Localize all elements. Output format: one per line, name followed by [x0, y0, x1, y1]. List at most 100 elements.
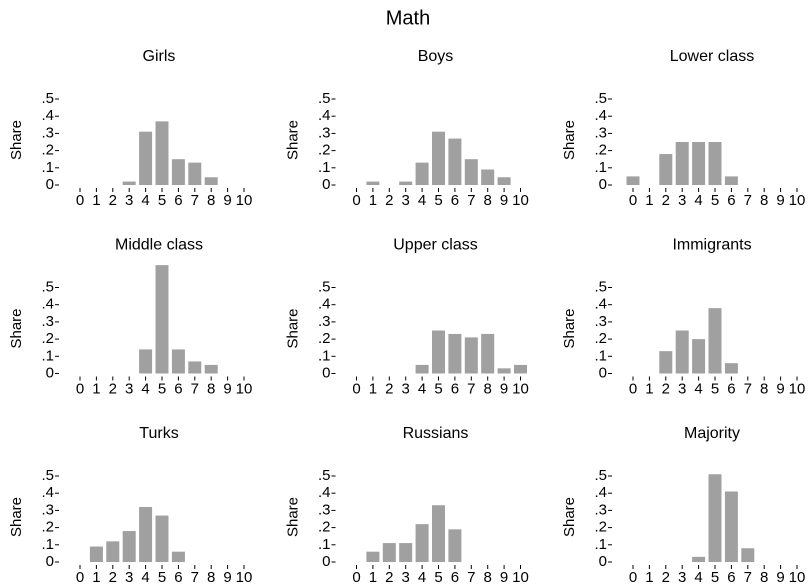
bar — [366, 181, 380, 185]
y-tick-label: .5 — [318, 467, 331, 484]
y-axis-label: Share — [284, 308, 301, 348]
x-tick-label: 5 — [711, 192, 719, 209]
x-tick-label: 1 — [92, 569, 100, 585]
bar — [692, 339, 706, 374]
bar — [155, 515, 169, 562]
y-tick-label: 0 — [599, 176, 607, 193]
x-tick-label: 1 — [645, 192, 653, 209]
x-tick-label: 0 — [629, 192, 637, 209]
x-tick-label: 6 — [451, 380, 459, 397]
x-tick-label: 8 — [760, 380, 768, 397]
bar — [481, 169, 495, 185]
bar — [432, 505, 445, 562]
x-tick-label: 7 — [744, 192, 752, 209]
x-tick-label: 0 — [76, 192, 84, 209]
main-title: Math — [386, 7, 430, 29]
x-tick-label: 0 — [629, 569, 637, 585]
x-tick-label: 1 — [369, 380, 377, 397]
x-tick-label: 4 — [141, 192, 149, 209]
y-tick-label: .4 — [594, 107, 607, 124]
x-tick-label: 7 — [467, 192, 475, 209]
y-tick-label: .3 — [41, 501, 54, 518]
x-tick-label: 2 — [109, 569, 117, 585]
x-tick-label: 6 — [727, 569, 735, 585]
bar — [155, 121, 169, 185]
bar — [139, 349, 153, 374]
x-tick-label: 6 — [727, 380, 735, 397]
x-tick-label: 8 — [207, 380, 215, 397]
x-tick-label: 4 — [141, 380, 149, 397]
x-tick-label: 1 — [645, 380, 653, 397]
y-tick-label: .4 — [318, 296, 331, 313]
bar — [432, 131, 445, 185]
y-tick-label: 0 — [46, 553, 54, 570]
x-tick-label: 8 — [207, 569, 215, 585]
bar — [155, 265, 169, 374]
x-tick-label: 9 — [776, 569, 784, 585]
y-tick-label: .5 — [41, 278, 54, 295]
bar — [139, 506, 153, 562]
x-tick-label: 10 — [236, 569, 253, 585]
bar — [171, 349, 185, 374]
y-tick-label: .2 — [594, 330, 607, 347]
y-tick-label: 0 — [322, 364, 330, 381]
bar — [708, 142, 722, 185]
x-tick-label: 9 — [223, 569, 231, 585]
x-tick-label: 9 — [223, 380, 231, 397]
x-tick-label: 10 — [789, 569, 806, 585]
y-tick-label: .3 — [594, 501, 607, 518]
x-tick-label: 2 — [385, 380, 393, 397]
bar — [497, 177, 511, 185]
x-tick-label: 8 — [484, 192, 492, 209]
x-tick-label: 2 — [662, 380, 670, 397]
x-tick-label: 2 — [109, 380, 117, 397]
bar — [448, 138, 462, 185]
y-tick-label: .4 — [318, 107, 331, 124]
x-tick-label: 9 — [776, 192, 784, 209]
x-tick-label: 0 — [352, 192, 360, 209]
panel-title: Immigrants — [672, 237, 751, 254]
x-tick-label: 3 — [125, 569, 133, 585]
y-axis-label: Share — [284, 497, 301, 537]
x-tick-label: 10 — [512, 192, 529, 209]
y-tick-label: .3 — [318, 313, 331, 330]
bar — [89, 546, 103, 562]
x-tick-label: 2 — [385, 569, 393, 585]
y-tick-label: .1 — [318, 536, 331, 553]
y-tick-label: .4 — [594, 484, 607, 501]
bar — [415, 524, 429, 562]
y-tick-label: .1 — [594, 347, 607, 364]
x-tick-label: 3 — [125, 380, 133, 397]
bar — [464, 337, 478, 374]
y-tick-label: .5 — [594, 90, 607, 107]
bar — [399, 181, 413, 185]
bar — [382, 543, 396, 562]
x-tick-label: 9 — [223, 192, 231, 209]
bar — [204, 177, 218, 185]
panel-title: Lower class — [670, 48, 754, 65]
bar — [448, 529, 462, 562]
bar — [464, 159, 478, 185]
bar — [675, 330, 689, 374]
bar — [171, 159, 185, 185]
x-tick-label: 10 — [512, 380, 529, 397]
y-tick-label: .1 — [318, 159, 331, 176]
x-tick-label: 6 — [451, 569, 459, 585]
y-tick-label: .3 — [594, 313, 607, 330]
y-tick-label: .5 — [41, 90, 54, 107]
bar — [659, 154, 673, 185]
y-tick-label: 0 — [599, 553, 607, 570]
x-tick-label: 5 — [434, 569, 442, 585]
x-tick-label: 2 — [662, 192, 670, 209]
bar — [724, 176, 738, 185]
x-tick-label: 0 — [76, 569, 84, 585]
x-tick-label: 5 — [434, 380, 442, 397]
x-tick-label: 2 — [385, 192, 393, 209]
bar — [399, 543, 413, 562]
x-tick-label: 5 — [158, 569, 166, 585]
bar — [724, 363, 738, 374]
y-tick-label: .5 — [41, 467, 54, 484]
y-tick-label: 0 — [46, 364, 54, 381]
bar — [122, 531, 136, 562]
